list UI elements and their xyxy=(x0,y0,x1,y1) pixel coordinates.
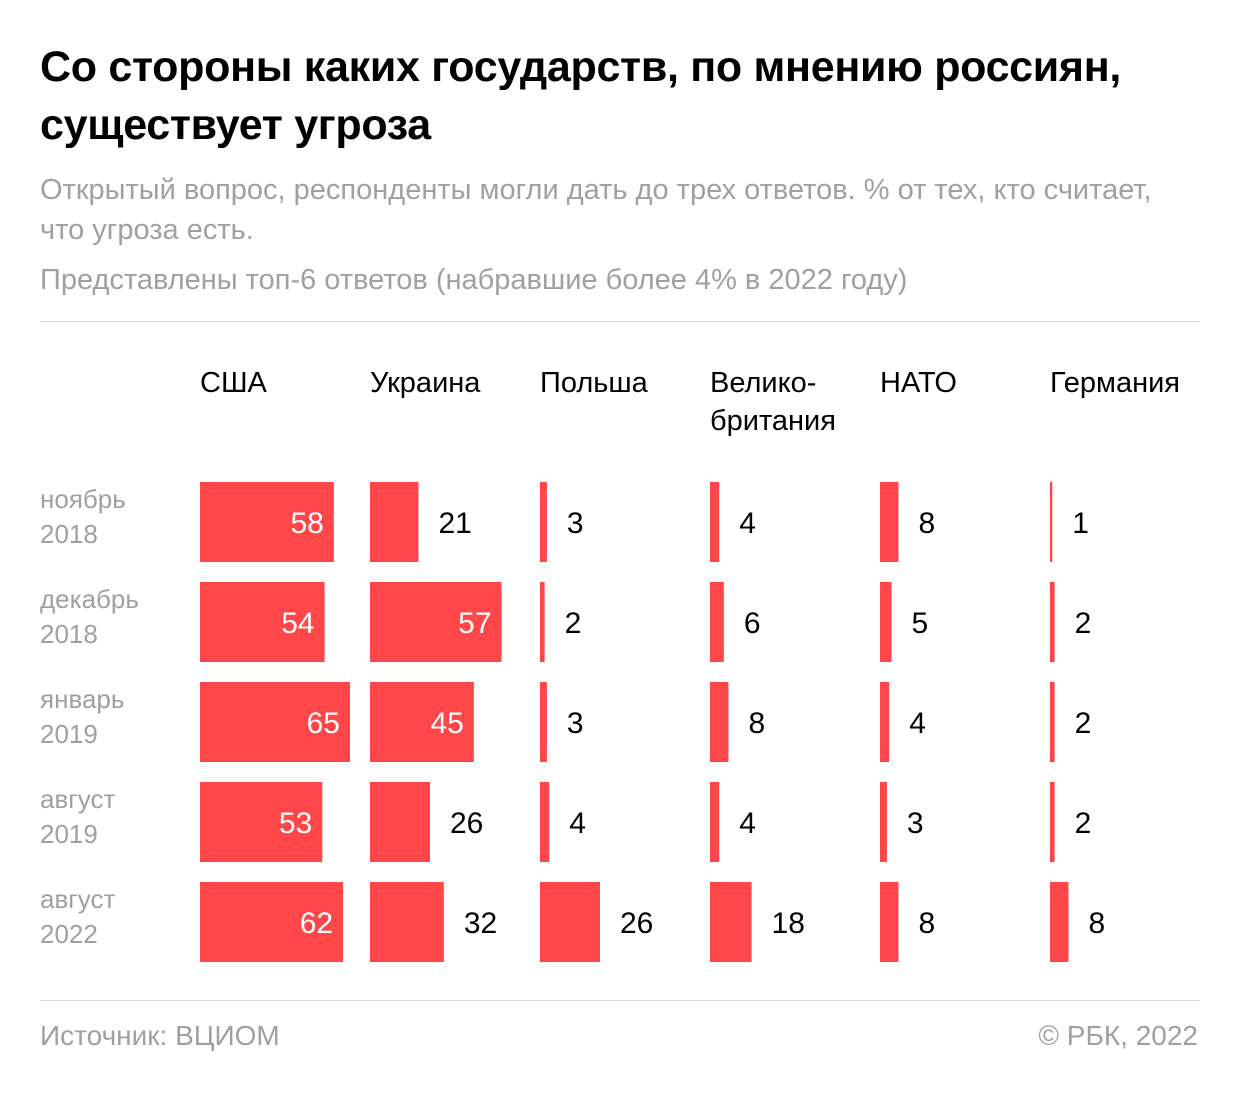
bar xyxy=(200,682,350,762)
bar xyxy=(200,882,344,962)
series-header: НАТО xyxy=(880,367,957,399)
bar xyxy=(710,482,720,562)
bar xyxy=(1050,682,1055,762)
value-label: 8 xyxy=(748,707,765,740)
row-label-line: август xyxy=(40,784,115,814)
value-label: 32 xyxy=(464,907,497,940)
chart-title: Со стороны каких государств, по мнению р… xyxy=(40,43,1122,149)
value-label: 65 xyxy=(307,707,340,740)
row-label-line: январь xyxy=(40,684,124,714)
bar xyxy=(880,782,887,862)
value-label: 4 xyxy=(739,807,756,840)
series-header: Украина xyxy=(370,367,481,399)
series-header-line: НАТО xyxy=(880,367,957,399)
row-label: декабрь 2018 xyxy=(40,584,139,649)
value-label: 8 xyxy=(1088,907,1105,940)
bar xyxy=(200,482,334,562)
value-label: 6 xyxy=(744,607,761,640)
series-header: Велико-британия xyxy=(710,367,836,437)
row-label-line: 2018 xyxy=(40,619,98,649)
value-label: 2 xyxy=(565,607,582,640)
row-label: январь 2019 xyxy=(40,684,124,749)
series-header: Польша xyxy=(540,367,649,399)
series-header-line: Велико- xyxy=(710,367,816,399)
value-label: 2 xyxy=(1075,607,1092,640)
copyright-note: © РБК, 2022 xyxy=(1038,1020,1198,1051)
value-label: 5 xyxy=(912,607,929,640)
series-header: Германия xyxy=(1050,367,1180,399)
series-header-line: США xyxy=(200,367,268,399)
row-label-line: 2019 xyxy=(40,819,98,849)
chart-subtitle: Открытый вопрос, респонденты могли дать … xyxy=(40,174,1152,246)
value-label: 4 xyxy=(909,707,926,740)
bar xyxy=(710,782,720,862)
bar xyxy=(880,882,899,962)
bar xyxy=(540,882,600,962)
bar xyxy=(370,482,419,562)
row-label: август 2019 xyxy=(40,784,115,849)
value-label: 3 xyxy=(567,707,584,740)
series-header: США xyxy=(200,367,268,399)
bar xyxy=(540,782,550,862)
value-label: 21 xyxy=(438,507,471,540)
row-label-line: ноябрь xyxy=(40,484,126,514)
bar xyxy=(370,882,444,962)
bar xyxy=(370,582,502,662)
value-label: 1 xyxy=(1072,507,1089,540)
value-label: 18 xyxy=(772,907,805,940)
row-label-line: 2018 xyxy=(40,519,98,549)
row-label: ноябрь 2018 xyxy=(40,484,126,549)
series-header-line: Польша xyxy=(540,367,649,399)
bar xyxy=(880,582,892,662)
series-header-line: британия xyxy=(710,405,836,437)
bar xyxy=(880,682,890,762)
top-divider xyxy=(40,321,1200,322)
bar xyxy=(540,682,547,762)
bar xyxy=(200,782,323,862)
bar xyxy=(710,882,752,962)
bar xyxy=(1050,582,1055,662)
value-label: 2 xyxy=(1075,807,1092,840)
bar xyxy=(1050,782,1055,862)
bar xyxy=(710,682,729,762)
value-label: 4 xyxy=(569,807,586,840)
bar xyxy=(370,682,474,762)
value-label: 53 xyxy=(279,807,312,840)
value-label: 4 xyxy=(739,507,756,540)
bar xyxy=(880,482,899,562)
bar xyxy=(200,582,325,662)
value-label: 54 xyxy=(281,607,314,640)
value-label: 57 xyxy=(458,607,491,640)
row-label: август 2022 xyxy=(40,884,115,949)
bar xyxy=(1050,882,1069,962)
row-label-line: август xyxy=(40,884,115,914)
series-header-line: Германия xyxy=(1050,367,1180,399)
row-label-line: 2019 xyxy=(40,719,98,749)
bar xyxy=(710,582,724,662)
value-label: 58 xyxy=(290,507,323,540)
row-label-line: 2022 xyxy=(40,919,98,949)
value-label: 45 xyxy=(430,707,463,740)
value-label: 8 xyxy=(918,907,935,940)
bar xyxy=(370,782,430,862)
value-label: 2 xyxy=(1075,707,1092,740)
value-label: 26 xyxy=(450,807,483,840)
bottom-divider xyxy=(40,1000,1200,1001)
chart-note: Представлены топ-6 ответов (набравшие бо… xyxy=(40,264,908,296)
row-label-line: декабрь xyxy=(40,584,139,614)
value-label: 62 xyxy=(300,907,333,940)
series-header-line: Украина xyxy=(370,367,481,399)
source-note: Источник: ВЦИОМ xyxy=(40,1020,280,1051)
value-label: 26 xyxy=(620,907,653,940)
bar xyxy=(540,482,547,562)
value-label: 8 xyxy=(918,507,935,540)
value-label: 3 xyxy=(567,507,584,540)
value-label: 3 xyxy=(907,807,924,840)
small-multiples-bar-chart: США Украина Польша Велико-британия НАТО Герма… xyxy=(40,367,1180,962)
bar xyxy=(1050,482,1053,562)
bar xyxy=(540,582,545,662)
